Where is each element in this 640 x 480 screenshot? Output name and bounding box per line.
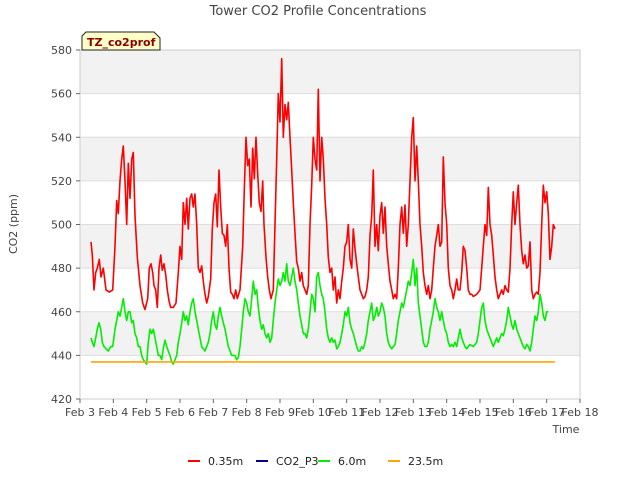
x-tick-label: Feb 4 xyxy=(98,406,128,419)
plot-band xyxy=(80,311,580,356)
y-tick-label: 520 xyxy=(51,175,72,188)
y-tick-label: 460 xyxy=(51,306,72,319)
x-axis: Feb 3 Feb 4 Feb 5 Feb 6 Feb 7 Feb 8 Feb 9 Feb 1… xyxy=(65,399,598,419)
x-tick-label: Feb 17 xyxy=(528,406,565,419)
x-tick-label: Feb 18 xyxy=(562,406,599,419)
x-tick-label: Feb 10 xyxy=(295,406,332,419)
x-tick-label: Feb 16 xyxy=(495,406,532,419)
x-tick-label: Feb 6 xyxy=(165,406,195,419)
x-tick-label: Feb 5 xyxy=(132,406,162,419)
site-tag-box xyxy=(81,31,161,51)
x-tick-label: Feb 14 xyxy=(428,406,465,419)
site-tag-label: TZ_co2prof xyxy=(87,36,156,49)
series-line-0-35m xyxy=(90,57,556,311)
legend-label: 0.35m xyxy=(208,455,243,468)
y-axis-label: CO2 (ppm) xyxy=(7,194,20,254)
series-layer xyxy=(90,57,556,365)
plot-band xyxy=(80,137,580,181)
x-tick-label: Feb 13 xyxy=(395,406,432,419)
plot-band xyxy=(80,93,580,138)
site-tag: TZ_co2prof xyxy=(81,31,161,51)
y-tick-label: 440 xyxy=(51,349,72,362)
x-tick-label: Feb 3 xyxy=(65,406,95,419)
x-tick-label: Feb 8 xyxy=(232,406,262,419)
y-tick-label: 580 xyxy=(51,44,72,57)
legend: 0.35m CO2_P3 6.0m 23.5m xyxy=(188,455,443,468)
legend-label: 6.0m xyxy=(338,455,366,468)
series-line-6-0m xyxy=(90,258,549,365)
plot-background xyxy=(80,50,580,399)
y-tick-label: 500 xyxy=(51,219,72,232)
y-tick-label: 540 xyxy=(51,131,72,144)
legend-label: 23.5m xyxy=(408,455,443,468)
x-tick-label: Feb 15 xyxy=(462,406,499,419)
plot-band xyxy=(80,180,580,225)
x-tick-label: Feb 11 xyxy=(328,406,365,419)
x-tick-label: Feb 9 xyxy=(265,406,295,419)
y-tick-label: 560 xyxy=(51,88,72,101)
x-tick-label: Feb 12 xyxy=(362,406,399,419)
plot-band xyxy=(80,50,580,94)
x-tick-label: Feb 7 xyxy=(198,406,228,419)
y-tick-label: 420 xyxy=(51,393,72,406)
legend-label: CO2_P3 xyxy=(276,455,318,468)
y-axis: 420 440 460 480 500 520 540 560 580 xyxy=(51,44,80,406)
chart-title: Tower CO2 Profile Concentrations xyxy=(209,4,427,19)
x-axis-label: Time xyxy=(552,423,580,436)
y-tick-label: 480 xyxy=(51,262,72,275)
plot-band xyxy=(80,224,580,269)
